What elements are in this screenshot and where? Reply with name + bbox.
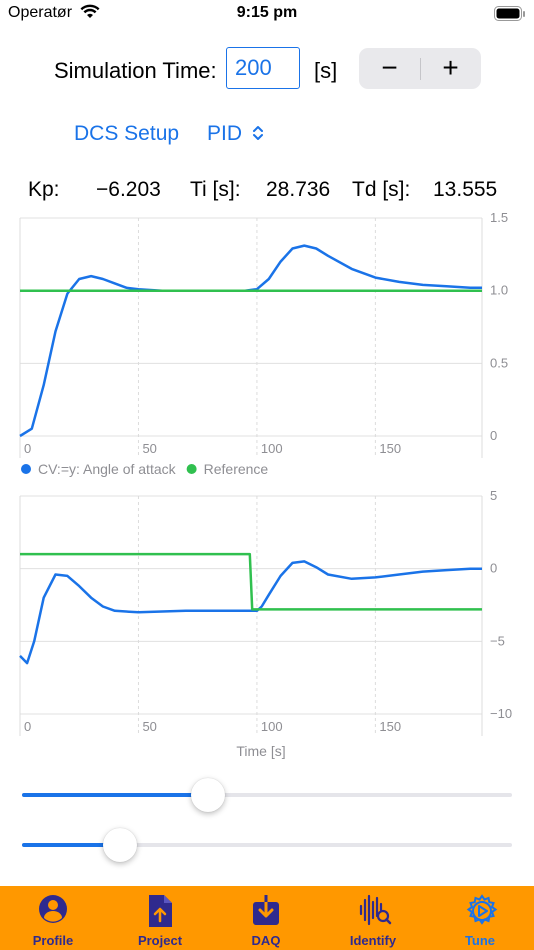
- y-tick-label: 1.0: [490, 283, 508, 298]
- angle-of-attack-chart: 0 0.5 1.0 1.5 0 50 100 150 CV:=y: Angle of attac…: [19, 210, 508, 477]
- ti-label: Ti [s]:: [190, 178, 241, 201]
- slider-1-fill: [22, 793, 209, 797]
- legend-label-secondary: Reference: [204, 461, 269, 477]
- legend-label-primary: CV:=y: Angle of attack: [38, 461, 177, 477]
- tab-profile-label: Profile: [32, 933, 74, 948]
- tab-tune-label: Tune: [464, 933, 496, 948]
- tab-daq-label: DAQ: [251, 933, 281, 948]
- tab-daq[interactable]: DAQ: [213, 886, 319, 950]
- slider-1-thumb[interactable]: [191, 778, 226, 812]
- slider-2[interactable]: [22, 828, 512, 862]
- battery-icon: [494, 6, 525, 21]
- y-tick-label: 1.5: [490, 210, 508, 225]
- legend-dot-primary: [21, 464, 31, 474]
- tab-identify-label: Identify: [349, 933, 397, 948]
- kp-label: Kp:: [28, 178, 60, 201]
- slider-2-track: [22, 843, 512, 847]
- carrier-label: Operatør: [8, 4, 73, 21]
- chart-legend: CV:=y: Angle of attack Reference: [21, 461, 268, 477]
- series-line-primary: [19, 244, 482, 438]
- kp-value: −6.203: [96, 178, 161, 201]
- dcs-setup-link[interactable]: DCS Setup: [74, 122, 180, 145]
- series-line-secondary: [20, 552, 482, 611]
- pid-selector[interactable]: PID: [207, 122, 264, 146]
- increment-button[interactable]: +: [442, 52, 459, 83]
- wifi-icon: [80, 4, 100, 18]
- tab-profile[interactable]: Profile: [0, 886, 106, 950]
- pid-selector-label: PID: [207, 122, 243, 145]
- simulation-time-input[interactable]: 200: [226, 47, 300, 89]
- y-tick-label: 0: [490, 428, 497, 443]
- y-tick-label: 0.5: [490, 355, 508, 370]
- slider-1-track: [22, 793, 512, 797]
- waveform-search-icon: [359, 894, 392, 926]
- decrement-button[interactable]: −: [381, 52, 398, 83]
- x-tick-label: 100: [261, 441, 283, 456]
- legend-dot-secondary: [186, 464, 197, 474]
- x-tick-label: 0: [24, 441, 31, 456]
- x-tick-label: 50: [142, 441, 156, 456]
- ti-value: 28.736: [266, 178, 331, 201]
- x-tick-label: 150: [379, 441, 401, 456]
- y-tick-label: −5: [490, 633, 505, 648]
- x-tick-label: 100: [261, 719, 283, 734]
- x-tick-label: 150: [379, 719, 401, 734]
- simulation-time-label: Simulation Time:: [54, 58, 217, 83]
- x-tick-label: 50: [142, 719, 156, 734]
- slider-2-thumb[interactable]: [103, 828, 137, 862]
- slider-1[interactable]: [22, 778, 512, 812]
- x-tick-label: 0: [24, 719, 31, 734]
- status-time: 9:15 pm: [236, 4, 298, 21]
- tab-project-label: Project: [137, 933, 183, 948]
- tab-tune[interactable]: Tune: [427, 886, 533, 950]
- gear-play-icon: [466, 894, 498, 925]
- person-icon: [39, 895, 67, 923]
- tab-project[interactable]: Project: [107, 886, 213, 950]
- series-line-primary: [19, 560, 482, 665]
- document-upload-icon: [149, 895, 172, 927]
- td-value: 13.555: [433, 178, 498, 201]
- slider-2-fill: [22, 843, 120, 847]
- y-tick-label: −10: [490, 706, 512, 721]
- simulation-time-unit: [s]: [314, 58, 338, 83]
- y-tick-label: 5: [490, 488, 497, 503]
- td-label: Td [s]:: [352, 178, 411, 201]
- tab-identify[interactable]: Identify: [320, 886, 426, 950]
- y-tick-label: 0: [490, 561, 497, 576]
- download-icon: [253, 894, 279, 925]
- chevron-up-down-icon: [252, 126, 263, 140]
- stepper-divider: [420, 58, 421, 80]
- x-axis-label: Time [s]: [236, 743, 285, 759]
